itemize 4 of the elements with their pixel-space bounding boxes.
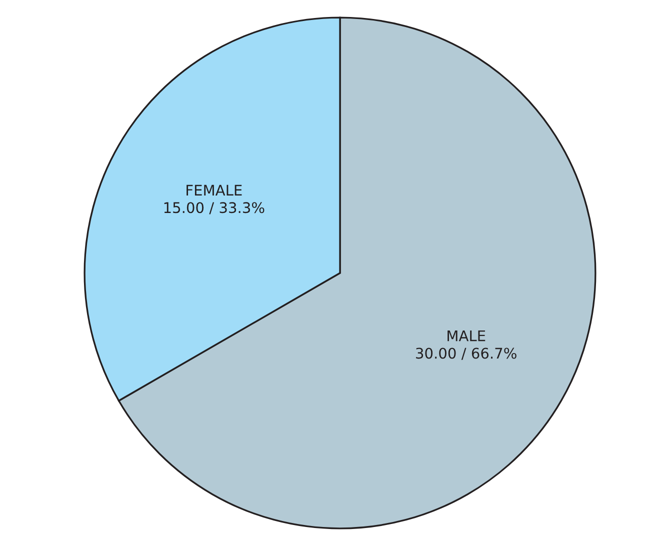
slice-label: FEMALE [186,184,242,196]
data-label: 30.00 / 66.7% [416,348,516,360]
slice-label: MALE [448,330,486,342]
data-label: 15.00 / 33.3% [164,202,264,214]
